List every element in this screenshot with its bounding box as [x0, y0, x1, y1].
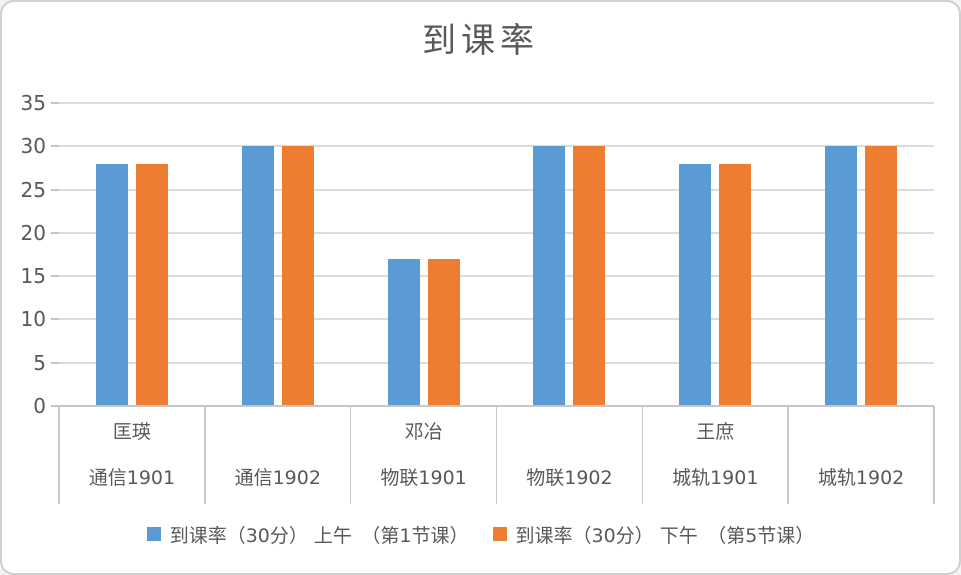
bar-series2-通信1901 — [135, 163, 168, 406]
category-divider-4 — [641, 406, 644, 504]
chart-title: 到课率 — [422, 21, 539, 61]
category-group-label-5 — [788, 412, 934, 452]
category-label-2: 物联1901 — [380, 467, 467, 489]
category-group-label-4: 王庶 — [696, 421, 735, 443]
gridline-15 — [59, 275, 934, 278]
legend-swatch-morning-icon — [146, 527, 161, 541]
category-group-label-1 — [205, 412, 351, 452]
y-axis-label-0: 0 — [33, 394, 46, 418]
legend-swatch-afternoon-icon — [492, 527, 507, 541]
gridline-35 — [59, 102, 934, 104]
legend-label-afternoon: 到课率（30分） 下午 （第5节课） — [515, 524, 815, 547]
category-divider-3 — [495, 406, 498, 504]
category-label-1: 通信1902 — [234, 467, 321, 489]
y-axis-label-35: 35 — [20, 91, 46, 115]
y-axis-label-30: 30 — [20, 134, 46, 159]
y-axis-label-15: 15 — [20, 264, 46, 289]
y-axis-tick-30 — [51, 145, 59, 148]
y-axis-tick-35 — [51, 102, 59, 104]
y-axis-tick-10 — [51, 318, 59, 321]
bar-series1-通信1902 — [241, 146, 274, 406]
category-label-3: 物联1902 — [526, 467, 613, 489]
gridline-5 — [59, 361, 934, 364]
legend-label-morning: 到课率（30分） 上午 （第1节课） — [169, 524, 469, 547]
legend: 到课率（30分） 上午 （第1节课） 到课率（30分） 下午 （第5节课） — [2, 516, 959, 552]
bar-series2-城轨1901 — [719, 163, 752, 406]
bar-series2-物联1902 — [573, 146, 606, 406]
gridline-10 — [59, 318, 934, 321]
bar-series1-物联1902 — [533, 146, 566, 406]
category-label-0: 通信1901 — [88, 467, 176, 489]
y-axis-label-25: 25 — [20, 177, 46, 202]
legend-item-morning: 到课率（30分） 上午 （第1节课） — [146, 521, 469, 548]
bar-series2-物联1901 — [427, 258, 460, 406]
gridline-30 — [59, 145, 934, 148]
y-axis-tick-20 — [51, 231, 59, 234]
bar-series2-城轨1902 — [865, 146, 898, 406]
bar-series1-城轨1902 — [825, 146, 858, 406]
gridline-20 — [59, 231, 934, 234]
category-divider-0 — [58, 406, 60, 504]
y-axis-label-5: 5 — [33, 350, 46, 375]
category-group-label-3 — [497, 412, 643, 452]
gridline-25 — [59, 188, 934, 191]
category-divider-6 — [933, 406, 935, 504]
y-axis-tick-25 — [51, 188, 59, 191]
y-axis-tick-0 — [51, 405, 59, 407]
legend-item-afternoon: 到课率（30分） 下午 （第5节课） — [492, 521, 815, 548]
category-label-4: 城轨1901 — [672, 467, 759, 489]
category-group-label-2: 邓冶 — [404, 421, 443, 443]
category-divider-2 — [349, 406, 352, 504]
bar-series1-物联1901 — [387, 258, 420, 406]
bar-series2-通信1902 — [281, 146, 314, 406]
bar-series1-通信1901 — [95, 163, 128, 406]
y-axis-tick-15 — [51, 275, 59, 278]
category-group-label-0: 匡瑛 — [112, 421, 151, 443]
bar-series1-城轨1901 — [679, 163, 712, 406]
y-axis-label-10: 10 — [20, 307, 46, 332]
category-divider-5 — [787, 406, 789, 504]
category-label-5: 城轨1902 — [817, 467, 905, 489]
y-axis-label-20: 20 — [20, 220, 46, 245]
y-axis-tick-5 — [51, 361, 59, 364]
category-divider-1 — [204, 406, 206, 504]
